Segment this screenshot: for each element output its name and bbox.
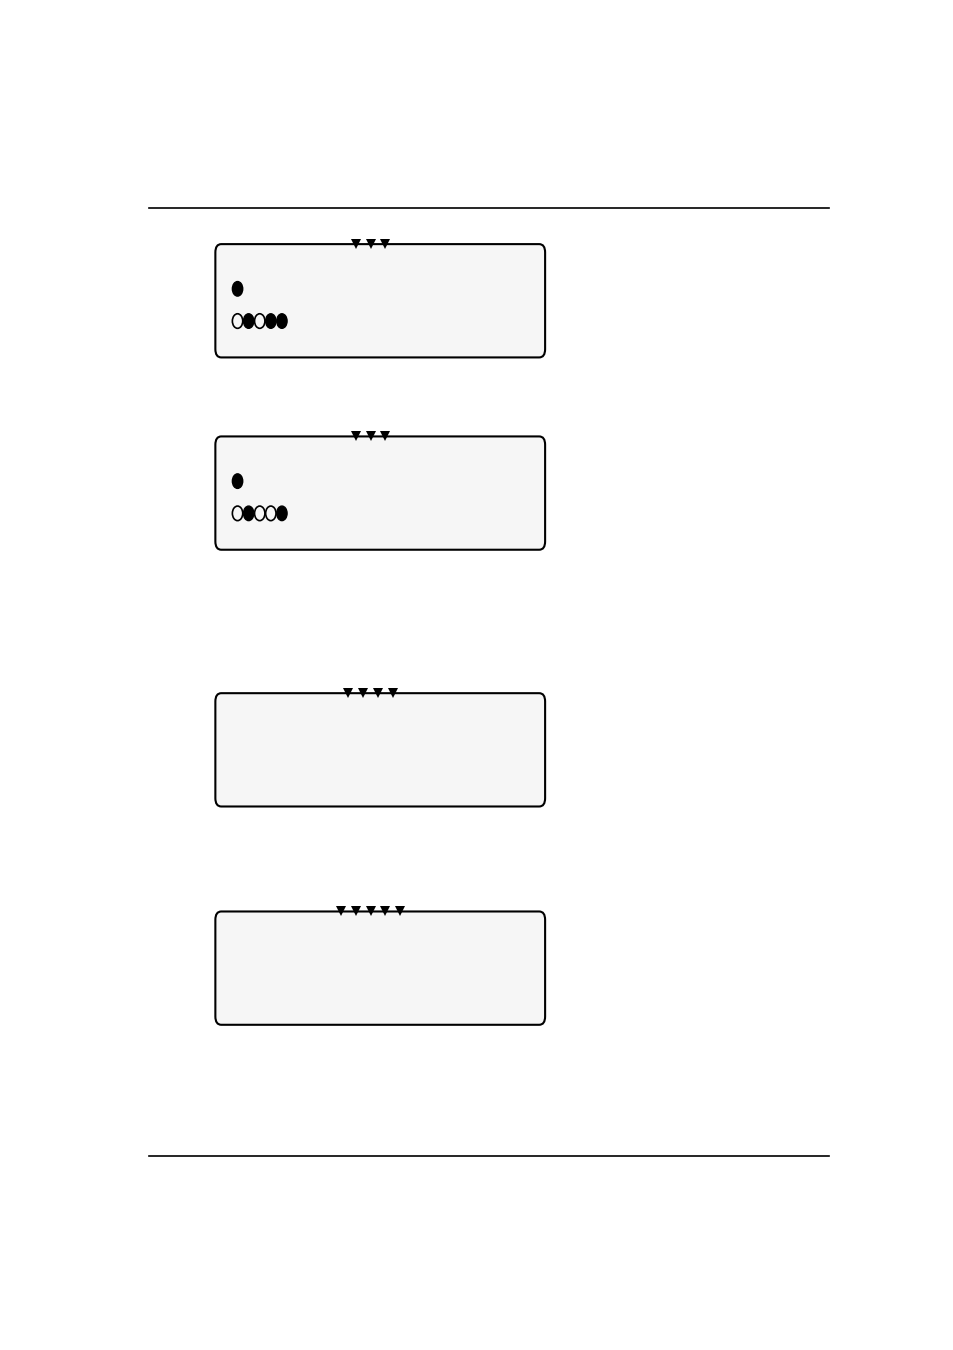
Circle shape [233, 282, 242, 296]
Circle shape [233, 474, 242, 489]
FancyBboxPatch shape [215, 693, 544, 806]
FancyBboxPatch shape [215, 911, 544, 1025]
FancyBboxPatch shape [215, 244, 544, 358]
Circle shape [276, 506, 287, 521]
Circle shape [243, 506, 253, 521]
FancyBboxPatch shape [215, 436, 544, 549]
Circle shape [265, 313, 275, 328]
Circle shape [243, 313, 253, 328]
Circle shape [276, 313, 287, 328]
